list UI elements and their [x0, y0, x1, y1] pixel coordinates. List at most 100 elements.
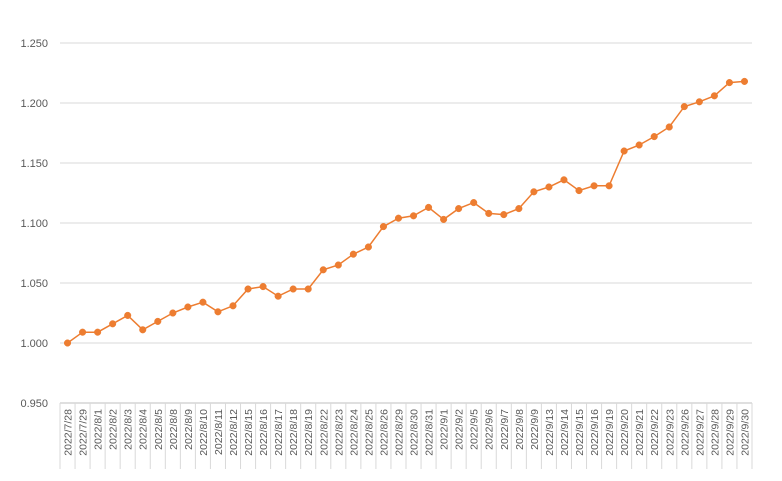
data-point — [455, 205, 463, 213]
x-tick-label: 2022/8/17 — [273, 409, 285, 456]
data-point — [154, 317, 162, 325]
data-point — [485, 209, 493, 217]
data-point — [319, 266, 327, 274]
data-point — [274, 292, 282, 300]
y-tick-label: 1.050 — [20, 278, 48, 290]
data-point — [545, 183, 553, 191]
data-point — [440, 215, 448, 223]
x-tick-label: 2022/9/30 — [739, 409, 751, 456]
x-tick-label: 2022/7/29 — [78, 409, 90, 456]
data-point — [364, 243, 372, 251]
data-point — [94, 328, 102, 336]
x-tick-label: 2022/9/26 — [679, 409, 691, 456]
x-tick-label: 2022/9/5 — [469, 409, 481, 450]
x-tick-label: 2022/8/8 — [168, 409, 180, 450]
x-tick-label: 2022/8/22 — [318, 409, 330, 456]
x-tick-label: 2022/9/15 — [574, 409, 586, 456]
data-point — [575, 187, 583, 195]
x-tick-label: 2022/9/21 — [634, 409, 646, 456]
data-point — [214, 308, 222, 316]
x-tick-label: 2022/8/9 — [183, 409, 195, 450]
y-axis-tick-labels: 0.950 1.000 1.050 1.100 1.150 1.200 1.250 — [20, 38, 48, 410]
data-point — [740, 77, 749, 85]
data-point — [470, 199, 478, 207]
x-tick-label: 2022/8/2 — [108, 409, 120, 450]
x-tick-label: 2022/8/16 — [258, 409, 270, 456]
x-axis — [59, 402, 753, 469]
grid-lines — [60, 42, 752, 344]
data-point — [379, 223, 387, 231]
x-tick-label: 2022/9/13 — [544, 409, 556, 456]
data-point — [109, 320, 117, 328]
x-tick-label: 2022/8/4 — [138, 409, 150, 450]
x-tick-label: 2022/8/1 — [93, 409, 105, 450]
x-tick-label: 2022/9/14 — [559, 409, 571, 456]
x-tick-label: 2022/8/29 — [393, 409, 405, 456]
x-tick-label: 2022/8/30 — [409, 409, 421, 456]
data-point — [500, 211, 508, 219]
data-point — [63, 339, 72, 347]
x-tick-label: 2022/9/27 — [694, 409, 706, 456]
x-tick-label: 2022/9/7 — [499, 409, 511, 450]
x-tick-label: 2022/9/23 — [664, 409, 676, 456]
data-point — [124, 311, 132, 319]
x-tick-label: 2022/8/11 — [213, 409, 225, 455]
data-point — [665, 123, 673, 131]
data-point — [725, 79, 733, 87]
data-point — [710, 92, 718, 100]
x-axis-tick-labels: 2022/7/28 2022/7/29 2022/8/1 2022/8/2 2022/8… — [63, 409, 752, 456]
data-point — [530, 188, 538, 196]
data-point — [304, 285, 312, 293]
x-tick-label: 2022/8/25 — [363, 409, 375, 456]
data-point — [259, 283, 267, 291]
series-line — [67, 80, 745, 344]
y-tick-label: 0.950 — [20, 398, 48, 410]
x-tick-label: 2022/8/18 — [288, 409, 300, 456]
data-point — [229, 302, 237, 310]
x-tick-label: 2022/9/19 — [604, 409, 616, 456]
x-tick-label: 2022/8/12 — [228, 409, 240, 456]
data-point — [635, 141, 643, 149]
y-tick-label: 1.150 — [20, 158, 48, 170]
data-point — [199, 298, 207, 306]
x-tick-label: 2022/8/15 — [243, 409, 255, 456]
x-tick-label: 2022/8/19 — [303, 409, 315, 456]
y-tick-label: 1.200 — [20, 98, 48, 110]
x-tick-label: 2022/8/24 — [348, 409, 360, 456]
data-point — [515, 205, 523, 213]
x-tick-label: 2022/7/28 — [63, 409, 75, 456]
x-tick-label: 2022/9/22 — [649, 409, 661, 456]
x-tick-label: 2022/9/28 — [709, 409, 721, 456]
x-tick-label: 2022/9/16 — [589, 409, 601, 456]
data-point — [695, 98, 703, 106]
x-tick-label: 2022/8/31 — [424, 409, 436, 456]
data-point — [349, 250, 357, 258]
x-tick-label: 2022/9/20 — [619, 409, 631, 456]
data-point — [680, 103, 688, 111]
series-points — [63, 77, 749, 347]
x-tick-label: 2022/8/5 — [153, 409, 165, 450]
data-point — [139, 326, 147, 334]
y-tick-label: 1.000 — [20, 338, 48, 350]
data-point — [394, 214, 403, 222]
data-point — [334, 261, 342, 269]
data-point — [409, 212, 418, 220]
x-tick-label: 2022/9/2 — [454, 409, 466, 450]
y-tick-label: 1.250 — [20, 38, 48, 50]
x-tick-label: 2022/8/26 — [378, 409, 390, 456]
data-point — [620, 147, 628, 155]
x-tick-label: 2022/9/1 — [439, 409, 451, 450]
data-point — [650, 133, 658, 141]
x-tick-label: 2022/9/6 — [484, 409, 496, 450]
data-point — [590, 182, 598, 190]
data-point — [184, 303, 192, 311]
data-point — [425, 203, 433, 211]
series-polyline — [67, 80, 745, 344]
x-tick-label: 2022/9/29 — [724, 409, 736, 456]
x-tick-label: 2022/9/8 — [514, 409, 526, 450]
data-point — [289, 285, 297, 293]
data-point — [560, 176, 568, 184]
y-tick-label: 1.100 — [20, 218, 48, 230]
